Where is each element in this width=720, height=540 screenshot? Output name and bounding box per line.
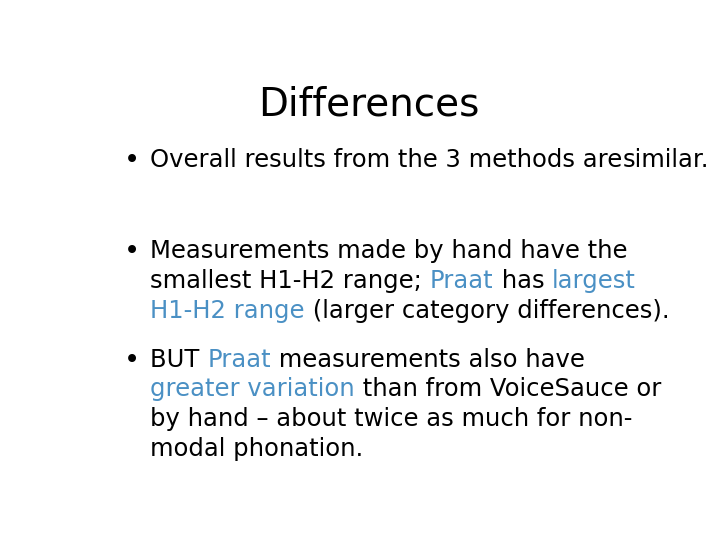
Text: greater variation: greater variation xyxy=(150,377,355,401)
Text: Praat: Praat xyxy=(430,269,493,293)
Text: (larger category differences).: (larger category differences). xyxy=(305,299,670,323)
Text: Measurements made by hand have the: Measurements made by hand have the xyxy=(150,239,628,264)
Text: has: has xyxy=(493,269,552,293)
Text: smallest H1-H2 range;: smallest H1-H2 range; xyxy=(150,269,430,293)
Text: Overall results from the 3 methods are: Overall results from the 3 methods are xyxy=(150,148,623,172)
Text: •: • xyxy=(124,239,140,266)
Text: Differences: Differences xyxy=(258,85,480,124)
Text: than from VoiceSauce or: than from VoiceSauce or xyxy=(355,377,661,401)
Text: by hand – about twice as much for non-: by hand – about twice as much for non- xyxy=(150,407,633,431)
Text: largest: largest xyxy=(552,269,636,293)
Text: modal phonation.: modal phonation. xyxy=(150,437,364,461)
Text: •: • xyxy=(124,348,140,374)
Text: •: • xyxy=(124,148,140,174)
Text: BUT: BUT xyxy=(150,348,207,372)
Text: Praat: Praat xyxy=(207,348,271,372)
Text: measurements also have: measurements also have xyxy=(271,348,585,372)
Text: H1-H2 range: H1-H2 range xyxy=(150,299,305,323)
Text: similar.: similar. xyxy=(623,148,709,172)
